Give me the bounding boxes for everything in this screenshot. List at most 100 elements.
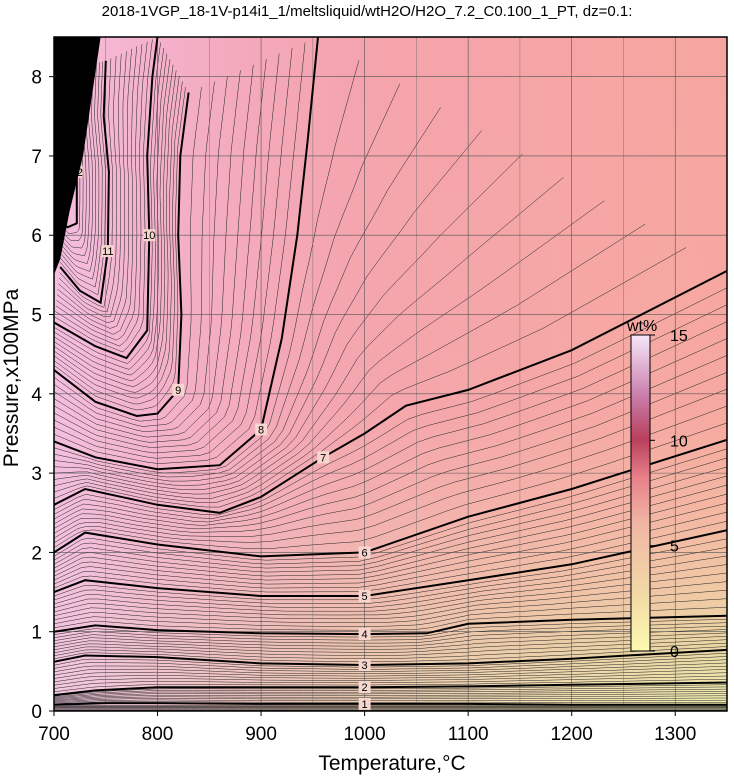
grid-lines <box>53 37 727 712</box>
y-tick-label: 4 <box>31 385 42 406</box>
minor-contour-line <box>54 304 727 519</box>
plot-frame <box>53 36 728 712</box>
colorbar-tick-label: 5 <box>670 539 679 556</box>
contour-label: 4 <box>362 629 368 641</box>
contour-label-bg <box>143 229 156 242</box>
contour-label: 2 <box>362 682 368 694</box>
contour-line <box>54 37 159 360</box>
minor-contour-line <box>58 55 117 313</box>
colorbar-tick-label: 0 <box>670 644 679 661</box>
y-tick-label: 2 <box>31 543 42 564</box>
minor-contour-line <box>55 41 148 347</box>
major-contours: 123456789101112 <box>54 37 727 711</box>
minor-contour-line <box>58 53 122 317</box>
contour-label: 8 <box>258 425 264 437</box>
y-tick-label: 7 <box>31 147 42 168</box>
minor-contour-line <box>54 130 482 486</box>
minor-contour-line <box>54 81 215 427</box>
unstable-region <box>54 37 101 275</box>
minor-contour-line <box>54 287 727 516</box>
minor-contour-line <box>54 625 727 644</box>
minor-contour-line <box>54 636 727 653</box>
minor-contour-line <box>54 547 727 604</box>
contour-line <box>54 648 727 667</box>
minor-contour-line <box>54 646 727 663</box>
minor-contour-line <box>54 321 727 523</box>
y-tick-label: 6 <box>31 226 42 247</box>
contour-label-bg <box>358 590 371 603</box>
minor-contour-line <box>54 405 727 544</box>
x-tick-label: 700 <box>38 724 70 745</box>
x-axis-label: Temperature,°C <box>318 752 465 775</box>
minor-contour-line <box>54 355 727 530</box>
x-tick-label: 1100 <box>448 724 489 745</box>
minor-contour-line <box>54 555 727 608</box>
y-axis-ticks: 0 1 2 3 4 5 6 7 8 <box>31 68 54 723</box>
minor-contour-line <box>54 589 727 623</box>
x-tick-label: 1000 <box>343 724 385 745</box>
minor-contour-line <box>58 63 100 280</box>
minor-contour-line <box>54 632 727 650</box>
colorbar: wt% 0 5 10 15 <box>626 318 688 661</box>
minor-contour-line <box>54 42 161 364</box>
minor-contour-line <box>59 61 106 296</box>
minor-contour-line <box>54 642 727 659</box>
contour-label-bg <box>317 451 330 464</box>
contour-label-bg <box>358 681 371 694</box>
minor-contour-line <box>54 53 168 376</box>
contour-label: 5 <box>362 591 368 603</box>
minor-contour-line <box>54 388 727 539</box>
contour-label: 11 <box>102 246 113 258</box>
minor-contour-line <box>54 200 605 499</box>
minor-contour-line <box>54 107 441 482</box>
minor-contour-line <box>54 39 153 353</box>
minor-contour-line <box>54 86 202 422</box>
contour-line <box>54 681 727 697</box>
contour-line <box>54 438 727 558</box>
contour-label: 9 <box>175 385 181 397</box>
x-tick-label: 900 <box>245 724 277 745</box>
y-tick-label: 3 <box>31 464 42 485</box>
minor-contour-line <box>54 64 254 443</box>
minor-contour-line <box>57 51 127 323</box>
minor-contour-line <box>54 59 171 382</box>
minor-contour-line <box>55 44 143 341</box>
contour-label-bg <box>101 245 114 258</box>
x-axis-ticks: 700 800 900 1000 1100 1200 1300 <box>38 711 696 745</box>
minor-contour-line <box>54 372 727 534</box>
colorbar-tick-label: 10 <box>670 433 688 450</box>
colorbar-tick-label: 15 <box>670 328 688 345</box>
contour-label-bg <box>358 697 371 710</box>
contour-label-bg <box>358 628 371 641</box>
contour-line <box>54 529 727 597</box>
minor-contour-line <box>54 48 293 459</box>
minor-contour-line <box>54 53 280 454</box>
contour-label: 1 <box>362 699 368 711</box>
plot-area: 123456789101112 <box>53 36 728 712</box>
colorbar-gradient <box>630 334 651 652</box>
minor-contour-line <box>54 75 228 433</box>
minor-contour-line <box>54 581 727 620</box>
colorbar-ticks: 0 5 10 15 <box>650 328 688 661</box>
minor-contour-line <box>54 622 727 641</box>
minor-contour-line <box>54 64 174 387</box>
chart-title: 2018-1VGP_18-1V-p14i1_1/meltsliquid/wtH2… <box>102 3 633 20</box>
minor-contour-line <box>59 62 103 288</box>
x-tick-label: 1200 <box>551 724 593 745</box>
x-tick-label: 800 <box>142 724 174 745</box>
minor-contour-line <box>54 422 727 550</box>
minor-contour-line <box>54 81 183 405</box>
minor-contour-line <box>54 83 401 478</box>
contour-label-bg <box>358 546 371 559</box>
minor-contour-line <box>54 42 306 464</box>
y-tick-label: 8 <box>31 68 42 89</box>
minor-contour-line <box>54 538 727 601</box>
minor-contour-line <box>58 63 96 272</box>
minor-contour-line <box>54 629 727 647</box>
y-tick-label: 5 <box>31 306 42 327</box>
contour-label-bg <box>358 659 371 672</box>
y-tick-label: 1 <box>31 623 42 644</box>
minor-contour-line <box>54 48 165 370</box>
minor-contour-line <box>54 607 727 631</box>
y-axis-label: Pressure,x100MPa <box>0 288 23 467</box>
